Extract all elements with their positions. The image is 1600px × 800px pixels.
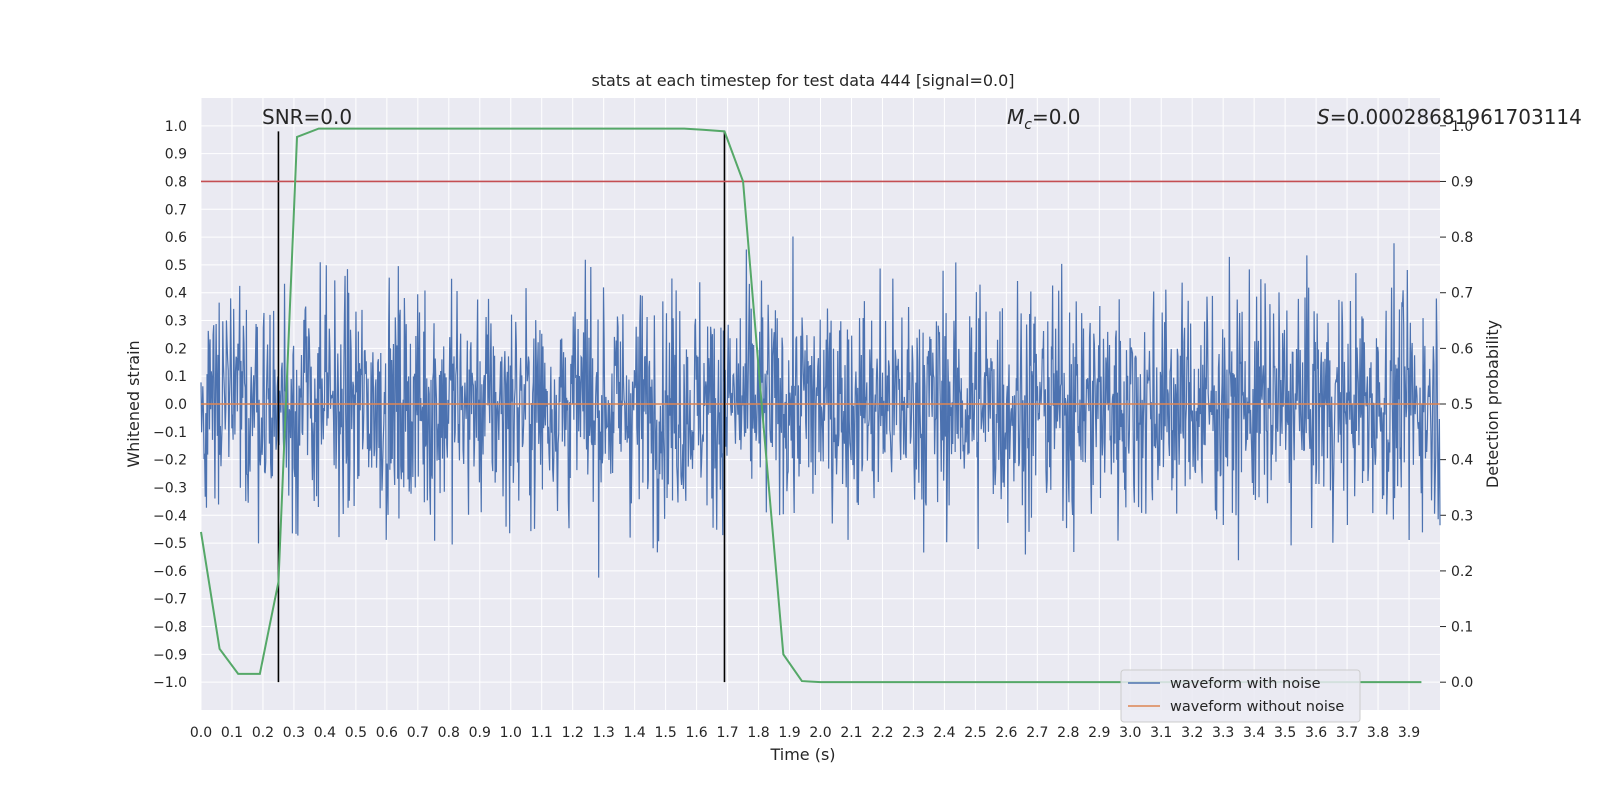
- x-tick-label: 1.2: [562, 725, 584, 741]
- x-tick-label: 0.9: [469, 725, 491, 741]
- y-tick-label-left: −0.2: [153, 453, 187, 469]
- y-tick-label-right: 0.8: [1451, 230, 1473, 246]
- x-tick-label: 3.5: [1274, 725, 1296, 741]
- chirp-mass-value: =0.0: [1032, 105, 1081, 129]
- y-tick-label-right: 0.3: [1451, 508, 1473, 524]
- y-tick-label-right: 0.4: [1451, 453, 1473, 469]
- x-tick-label: 0.1: [221, 725, 243, 741]
- chirp-mass-annotation: Mc=0.0: [1007, 105, 1081, 133]
- x-tick-label: 3.2: [1181, 725, 1203, 741]
- y-tick-label-left: 0.7: [165, 202, 187, 218]
- left-axis-ticks: −1.0 −0.9 −0.8 −0.7 −0.6 −0.5 −0.4 −0.3 −0.2 −0.1…: [153, 119, 187, 691]
- y-tick-label-left: −0.8: [153, 620, 187, 636]
- x-tick-label: 2.1: [840, 725, 862, 741]
- noise-waveform-line: [200, 236, 1441, 578]
- x-tick-label: 3.8: [1367, 725, 1389, 741]
- x-axis-ticks: 0.0 0.1 0.2 0.3 0.4 0.5 0.6 0.7 0.8 0.9 1.0 1.1 1.2 1…: [190, 725, 1420, 741]
- legend-entry-clean: waveform without noise: [1170, 699, 1344, 715]
- s-value: =0.00028681961703114: [1330, 105, 1582, 129]
- x-tick-label: 1.1: [531, 725, 553, 741]
- legend: waveform with noise waveform without noi…: [1120, 669, 1361, 723]
- x-tick-label: 3.0: [1119, 725, 1141, 741]
- x-tick-label: 2.0: [809, 725, 831, 741]
- y-tick-label-right: 0.1: [1451, 620, 1473, 636]
- x-tick-label: 1.7: [716, 725, 738, 741]
- y-tick-label-left: −0.6: [153, 564, 187, 580]
- x-tick-label: 0.2: [252, 725, 274, 741]
- y-tick-label-left: −0.5: [153, 536, 187, 552]
- x-tick-label: 3.4: [1243, 725, 1265, 741]
- chirp-mass-subscript: c: [1024, 117, 1032, 133]
- x-tick-label: 2.9: [1088, 725, 1110, 741]
- y-tick-label-left: −0.1: [153, 425, 187, 441]
- y-tick-label-left: 0.4: [165, 286, 187, 302]
- x-tick-label: 3.7: [1336, 725, 1358, 741]
- chart-title: stats at each timestep for test data 444…: [591, 71, 1014, 90]
- y-tick-label-left: 0.1: [165, 369, 187, 385]
- x-tick-label: 3.3: [1212, 725, 1234, 741]
- y-tick-label-right: 0.7: [1451, 286, 1473, 302]
- y-tick-label-right: 0.6: [1451, 341, 1473, 357]
- x-tick-label: 1.5: [654, 725, 676, 741]
- y-tick-label-left: 0.2: [165, 341, 187, 357]
- x-tick-label: 0.6: [376, 725, 398, 741]
- x-tick-label: 2.5: [964, 725, 986, 741]
- x-tick-label: 2.4: [933, 725, 955, 741]
- x-tick-label: 1.0: [500, 725, 522, 741]
- x-axis-label: Time (s): [769, 745, 835, 764]
- y-tick-label-left: −0.9: [153, 647, 187, 663]
- x-tick-label: 0.5: [345, 725, 367, 741]
- y-tick-label-left: 0.6: [165, 230, 187, 246]
- y-tick-label-left: 0.5: [165, 258, 187, 274]
- x-tick-label: 3.6: [1305, 725, 1327, 741]
- y-axis-label-right: Detection probability: [1483, 320, 1502, 488]
- legend-box: [1120, 669, 1361, 723]
- y-tick-label-left: 0.0: [165, 397, 187, 413]
- y-tick-label-right: 0.2: [1451, 564, 1473, 580]
- y-tick-label-left: 0.8: [165, 174, 187, 190]
- right-axis-ticks: 0.0 0.1 0.2 0.3 0.4 0.5 0.6 0.7 0.8 0.9 1.0: [1440, 119, 1473, 691]
- y-axis-label-left: Whitened strain: [124, 340, 143, 467]
- x-tick-label: 3.1: [1150, 725, 1172, 741]
- x-tick-label: 1.8: [747, 725, 769, 741]
- x-tick-label: 1.6: [685, 725, 707, 741]
- x-tick-label: 1.3: [593, 725, 615, 741]
- y-tick-label-right: 1.0: [1451, 119, 1473, 135]
- y-tick-label-left: 0.3: [165, 314, 187, 330]
- detection-probability-line: [200, 127, 1422, 684]
- s-annotation: S=0.00028681961703114: [1317, 105, 1582, 129]
- s-symbol: S: [1317, 105, 1330, 129]
- x-tick-label: 3.9: [1398, 725, 1420, 741]
- y-tick-label-left: −0.4: [153, 508, 187, 524]
- series: [200, 127, 1441, 684]
- y-tick-label-left: 0.9: [165, 147, 187, 163]
- x-tick-label: 0.4: [314, 725, 336, 741]
- y-tick-label-left: 1.0: [165, 119, 187, 135]
- x-tick-label: 2.3: [902, 725, 924, 741]
- chirp-mass-symbol: M: [1007, 105, 1024, 129]
- x-tick-label: 2.6: [995, 725, 1017, 741]
- y-tick-label-left: −0.3: [153, 480, 187, 496]
- x-tick-label: 0.8: [438, 725, 460, 741]
- x-tick-label: 1.4: [624, 725, 646, 741]
- y-tick-label-left: −1.0: [153, 675, 187, 691]
- x-tick-label: 2.2: [871, 725, 893, 741]
- x-tick-label: 1.9: [778, 725, 800, 741]
- y-tick-label-right: 0.9: [1451, 174, 1473, 190]
- x-tick-label: 0.0: [190, 725, 212, 741]
- legend-entry-noise: waveform with noise: [1170, 676, 1321, 692]
- x-tick-label: 0.3: [283, 725, 305, 741]
- x-tick-label: 2.8: [1057, 725, 1079, 741]
- y-tick-label-right: 0.5: [1451, 397, 1473, 413]
- x-tick-label: 0.7: [407, 725, 429, 741]
- y-tick-label-right: 0.0: [1451, 675, 1473, 691]
- snr-annotation: SNR=0.0: [262, 105, 352, 129]
- x-tick-label: 2.7: [1026, 725, 1048, 741]
- y-tick-label-left: −0.7: [153, 592, 187, 608]
